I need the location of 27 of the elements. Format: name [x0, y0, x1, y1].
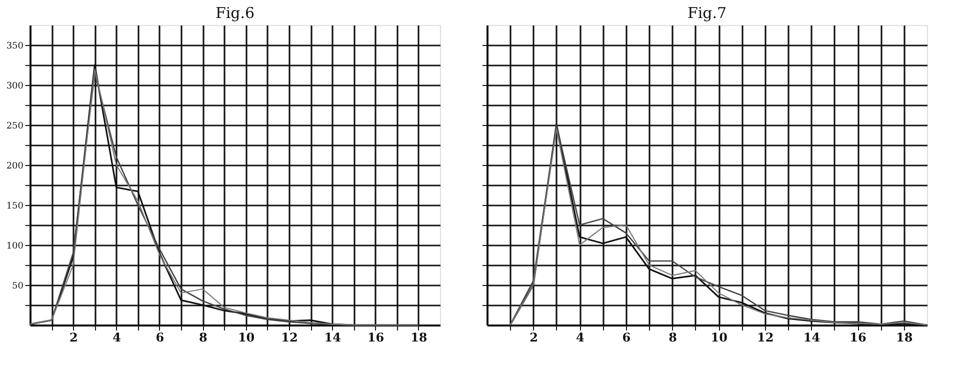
x-tick-label: 12: [757, 330, 774, 344]
chart-title: Fig.7: [687, 4, 727, 22]
x-tick-label: 14: [324, 330, 341, 344]
x-tick-label: 12: [281, 330, 298, 344]
x-tick-label: 4: [112, 330, 121, 344]
chart-title: Fig.6: [215, 4, 255, 22]
x-tick-label: 10: [710, 330, 728, 344]
x-tick-label: 2: [530, 330, 538, 344]
x-tick-label: 16: [367, 330, 384, 344]
y-tick-label: 50: [12, 282, 24, 292]
x-tick-label: 10: [238, 330, 255, 344]
x-tick-label: 8: [668, 330, 677, 344]
x-tick-label: 8: [198, 330, 208, 344]
y-tick-label: 300: [6, 82, 24, 92]
x-tick-label: 2: [69, 330, 78, 344]
x-tick-label: 4: [576, 330, 584, 344]
y-tick-label: 100: [6, 242, 24, 252]
y-tick-label: 350: [6, 42, 24, 52]
y-tick-label: 250: [6, 122, 24, 132]
x-tick-label: 16: [850, 330, 866, 344]
x-tick-label: 18: [896, 330, 913, 344]
x-tick-label: 6: [622, 330, 631, 344]
y-tick-label: 150: [6, 202, 24, 212]
x-tick-label: 18: [410, 330, 428, 344]
y-tick-label: 200: [6, 162, 24, 172]
x-tick-label: 6: [156, 330, 164, 344]
x-tick-label: 14: [803, 330, 820, 344]
